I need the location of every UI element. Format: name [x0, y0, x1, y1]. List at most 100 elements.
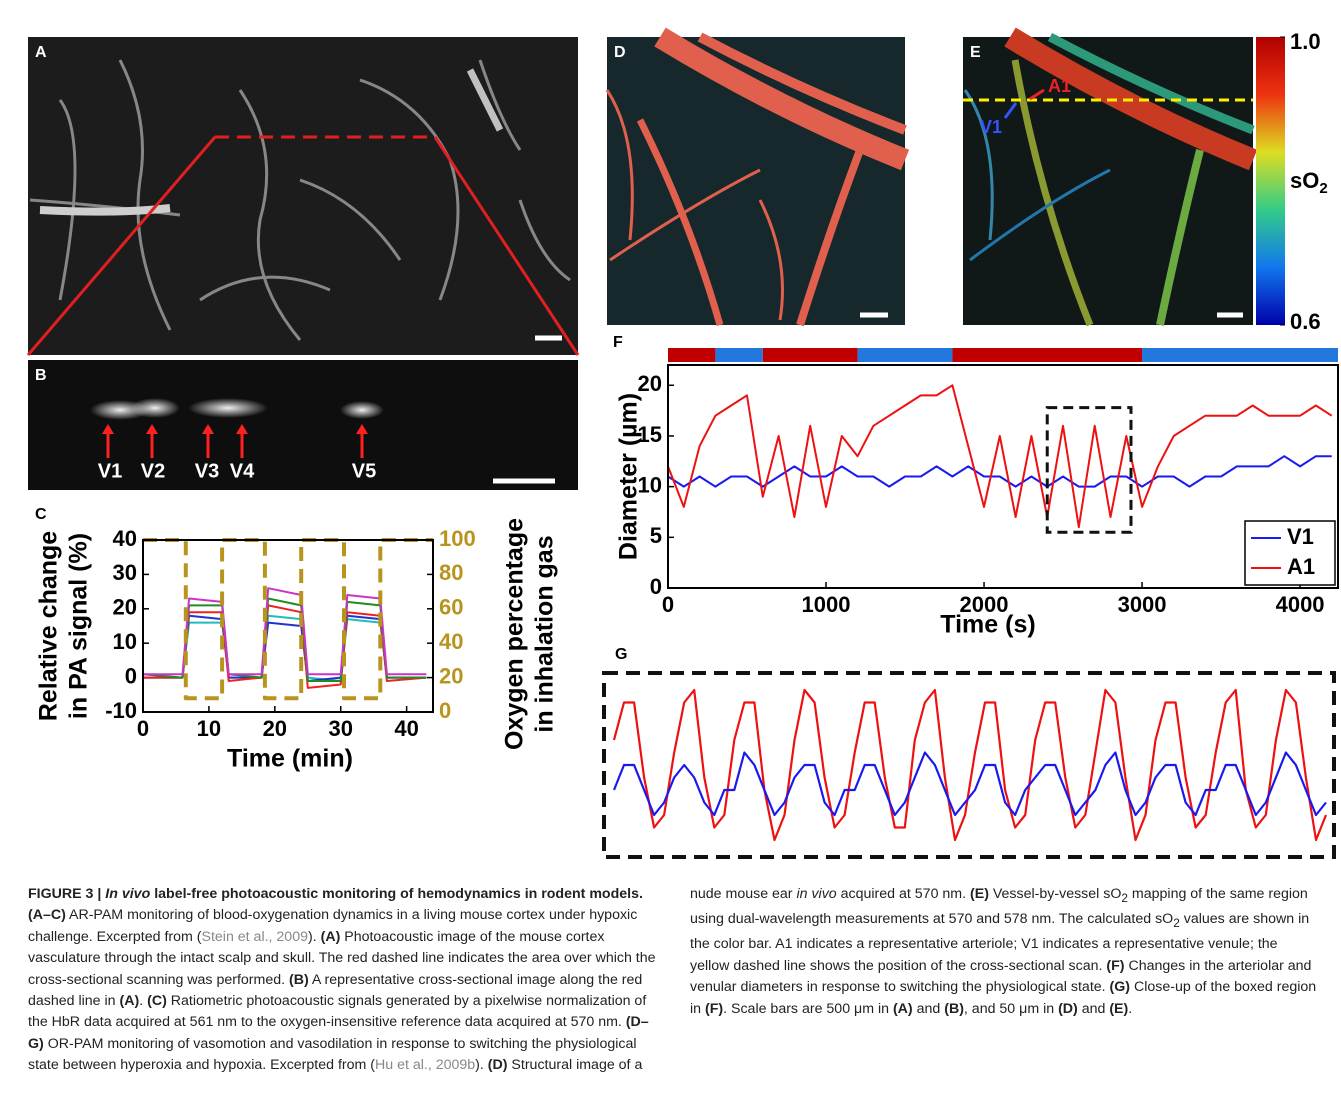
caption-run: (C) — [147, 993, 167, 1010]
series-line — [612, 751, 1327, 817]
caption-run: Changes in the arteriolar and venular di… — [690, 957, 1312, 996]
panel-e: E A1 V1 sO2 — [963, 27, 1328, 327]
y2-axis-label: Oxygen percentage — [501, 518, 529, 750]
caption-run: A representative cross-sectional image a… — [28, 971, 643, 1010]
y-tick-label: -10 — [105, 698, 137, 723]
series-line — [143, 587, 427, 676]
plot-frame — [142, 539, 434, 713]
x-tick-label: 0 — [137, 716, 149, 741]
citation-link[interactable]: Stein et al., 2009 — [201, 928, 308, 945]
caption-run: (A) — [320, 928, 341, 945]
caption: FIGURE 3 | In vivo label-free photoacous… — [28, 884, 1320, 1096]
state-segment — [857, 348, 953, 362]
y-tick-label: 10 — [113, 629, 137, 654]
x-tick-label: 1000 — [802, 592, 851, 617]
caption-run: (E) — [970, 886, 989, 902]
caption-run: (D) — [1058, 1000, 1078, 1017]
caption-run: . — [139, 993, 148, 1010]
caption-run: . — [1128, 1000, 1133, 1017]
x-tick-label: 30 — [328, 716, 352, 741]
arrow — [1029, 88, 1045, 101]
y2-tick-label: 100 — [439, 526, 476, 551]
annotation: V1 — [980, 117, 1002, 137]
x-tick-label: 3000 — [1118, 592, 1167, 617]
legend-label: V1 — [1287, 524, 1314, 549]
arrow-label: V2 — [141, 460, 165, 482]
plot-frame — [667, 364, 1339, 589]
x-axis-label: Time (s) — [940, 611, 1035, 639]
arrow-head — [146, 424, 158, 434]
state-segment — [762, 348, 858, 362]
annotation: A1 — [1048, 76, 1071, 96]
panel-label: D — [614, 44, 626, 61]
caption-run: In vivo — [105, 886, 151, 902]
state-segment — [668, 348, 716, 362]
caption-run: in vivo — [796, 886, 837, 902]
panel-b: B — [28, 360, 578, 490]
zoom-frame — [602, 671, 1336, 859]
vessels — [605, 27, 910, 327]
caption-run: (B) — [289, 971, 309, 988]
y-tick-label: 5 — [650, 523, 662, 548]
caption-run: (B) — [944, 1000, 964, 1017]
state-segment — [1142, 348, 1338, 362]
caption-run: 2 — [1173, 916, 1180, 931]
x-tick-label: 10 — [197, 716, 221, 741]
series-line — [143, 614, 427, 682]
x-tick-label: 4000 — [1276, 592, 1325, 617]
y-tick-label: 20 — [638, 371, 662, 396]
arrow-label: V3 — [195, 460, 219, 482]
trapezoid-edge — [26, 136, 217, 356]
caption-run: (D) — [487, 1057, 508, 1074]
colorbar — [1256, 37, 1285, 325]
y2-tick-label: 40 — [439, 629, 463, 654]
series-line — [667, 384, 1333, 529]
x-tick-label: 20 — [263, 716, 287, 741]
colorbar-label-sub: 2 — [1319, 180, 1327, 197]
panel-label: C — [35, 506, 47, 523]
arrow-head — [102, 424, 114, 434]
trapezoid-edge — [433, 136, 580, 356]
colorbar-tick-label: 0.6 — [1290, 309, 1321, 334]
colorbar-tick-label: 1.0 — [1290, 29, 1321, 54]
caption-run: Close-up of the boxed region in — [690, 979, 1317, 1017]
panel-a: A — [26, 37, 580, 356]
caption-run: Ratiometric photoacoustic signals genera… — [28, 993, 647, 1031]
caption-run: OR-PAM monitoring of vasomotion and vaso… — [28, 1035, 637, 1074]
caption-run: 2 — [1121, 890, 1128, 905]
legend-box — [1244, 520, 1336, 586]
caption-run: AR-PAM monitoring of blood-oxygenation d… — [28, 907, 638, 945]
caption-run: (A) — [892, 1000, 913, 1017]
x-axis-label: Time (min) — [227, 745, 353, 773]
legend-label: A1 — [1287, 554, 1315, 579]
y-tick-label: 30 — [113, 560, 137, 585]
caption-run: (D–G) — [28, 1014, 649, 1052]
colorbar-label: sO2 — [1290, 168, 1328, 197]
caption-run: Structural image of a nude mouse ear — [507, 886, 797, 1074]
caption-run: . Scale bars are 500 μm in — [723, 1000, 893, 1017]
x-tick-label: 0 — [662, 592, 674, 617]
arrow-label: V5 — [352, 460, 376, 482]
state-segment — [952, 348, 1143, 362]
y-tick-label: 15 — [638, 422, 662, 447]
y2-tick-label: 60 — [439, 595, 463, 620]
vessels — [963, 27, 1258, 327]
caption-run: Vessel-by-vessel sO — [988, 886, 1122, 902]
series-line — [667, 455, 1332, 488]
panel-label: E — [970, 44, 981, 61]
panel-label: B — [35, 367, 47, 384]
arrow-head — [236, 424, 248, 434]
y-axis-label: Relative change — [35, 531, 63, 721]
state-segment — [715, 348, 763, 362]
panel-d: D — [605, 27, 910, 327]
caption-run: mapping of the same region using dual-wa… — [690, 886, 1308, 928]
x-tick-label: 2000 — [960, 592, 1009, 617]
y-tick-label: 10 — [638, 472, 662, 497]
citation-link[interactable]: Hu et al., 2009b — [375, 1057, 476, 1074]
caption-run: (E) — [1109, 1000, 1129, 1017]
y-axis-label: in PA signal (%) — [65, 533, 93, 719]
caption-run: (A–C) — [28, 907, 66, 924]
caption-run: and — [1077, 1000, 1110, 1017]
caption-run: ). — [307, 928, 321, 945]
